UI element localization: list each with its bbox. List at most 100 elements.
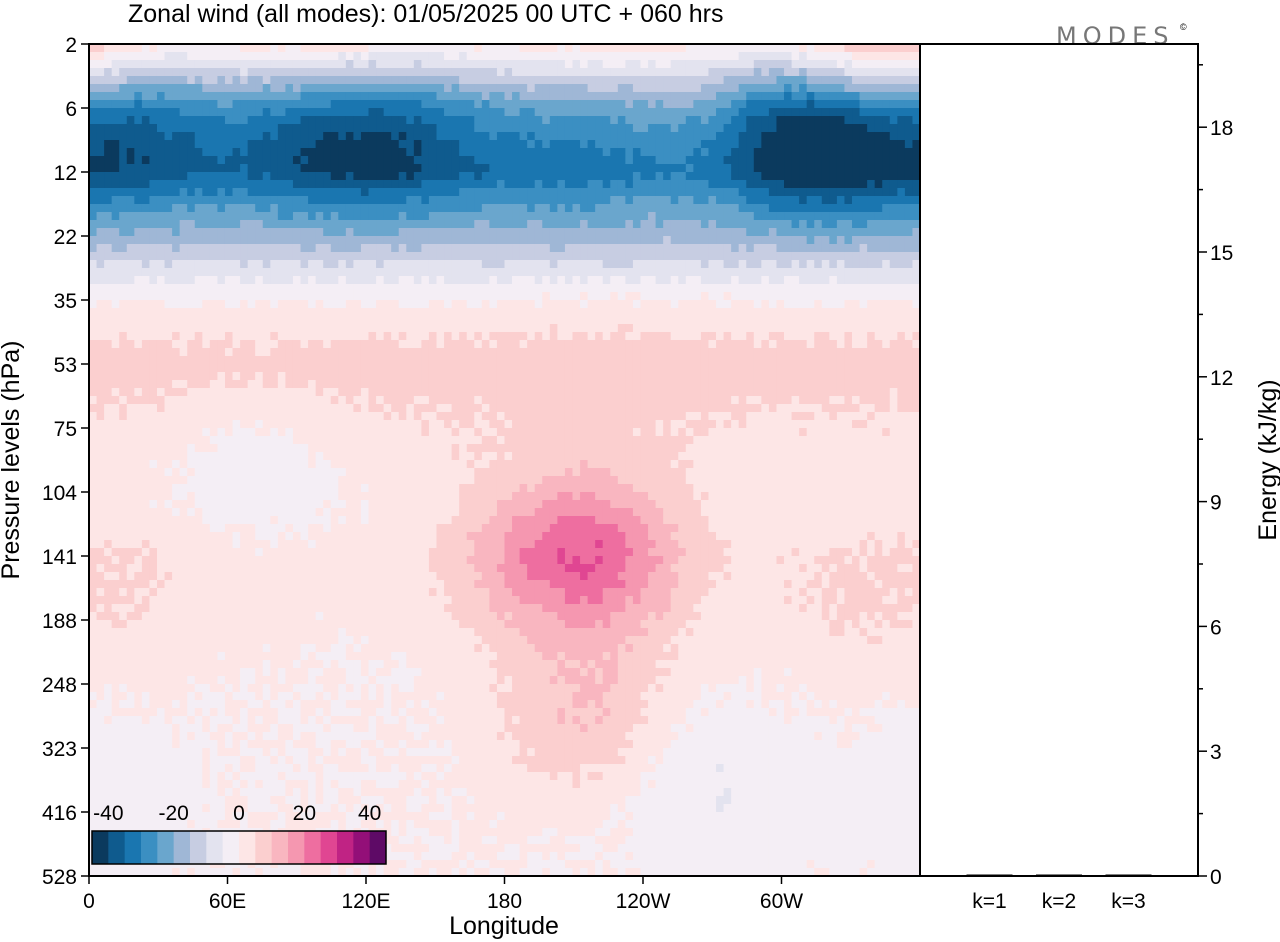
heatmap-cell xyxy=(549,396,558,405)
heatmap-cell xyxy=(383,364,392,373)
heatmap-cell xyxy=(859,284,868,293)
heatmap-cell xyxy=(262,284,271,293)
heatmap-cell xyxy=(852,220,861,229)
heatmap-cell xyxy=(897,140,906,149)
heatmap-cell xyxy=(459,292,468,301)
heatmap-cell xyxy=(549,156,558,165)
heatmap-cell xyxy=(466,228,475,237)
heatmap-cell xyxy=(391,244,400,253)
heatmap-cell xyxy=(156,308,166,317)
heatmap-cell xyxy=(119,380,128,389)
heatmap-cell xyxy=(277,188,287,197)
heatmap-cell xyxy=(383,204,392,213)
heatmap-cell xyxy=(436,396,445,405)
heatmap-cell xyxy=(466,52,475,61)
heatmap-cell xyxy=(655,292,664,301)
heatmap-cell xyxy=(300,140,309,149)
heatmap-cell xyxy=(519,308,528,317)
heatmap-cell xyxy=(897,284,906,293)
heatmap-cell xyxy=(338,252,347,261)
heatmap-cell xyxy=(459,356,468,365)
heatmap-cell xyxy=(859,100,868,109)
heatmap-cell xyxy=(685,292,694,301)
heatmap-cell xyxy=(209,276,219,285)
heatmap-cell xyxy=(270,228,279,237)
heatmap-cell xyxy=(572,324,581,333)
heatmap-cell xyxy=(889,188,898,197)
heatmap-cell xyxy=(723,68,732,77)
heatmap-cell xyxy=(255,76,264,85)
heatmap-cell xyxy=(292,220,302,229)
heatmap-cell xyxy=(678,172,687,181)
heatmap-cell xyxy=(768,380,778,389)
heatmap-cell xyxy=(889,372,898,381)
heatmap-cell xyxy=(519,340,528,349)
heatmap-cell xyxy=(444,84,453,93)
heatmap-cell xyxy=(859,164,868,173)
heatmap-cell xyxy=(587,364,596,373)
heatmap-cell xyxy=(784,220,793,229)
heatmap-cell xyxy=(761,316,770,325)
heatmap-cell xyxy=(345,52,354,61)
heatmap-cell xyxy=(360,100,370,109)
heatmap-cell xyxy=(867,236,876,245)
heatmap-cell xyxy=(96,116,105,125)
heatmap-cell xyxy=(451,228,460,237)
heatmap-cell xyxy=(428,244,438,253)
heatmap-cell xyxy=(323,220,332,229)
heatmap-cell xyxy=(187,316,196,325)
heatmap-cell xyxy=(323,316,332,325)
heatmap-cell xyxy=(632,252,642,261)
heatmap-cell xyxy=(451,332,460,341)
heatmap-cell xyxy=(708,164,717,173)
heatmap-cell xyxy=(904,292,914,301)
heatmap-cell xyxy=(247,324,256,333)
heatmap-cell xyxy=(179,196,188,205)
heatmap-cell xyxy=(519,68,528,77)
heatmap-cell xyxy=(897,196,906,205)
heatmap-cell xyxy=(353,84,362,93)
heatmap-cell xyxy=(534,316,543,325)
heatmap-cell xyxy=(444,108,453,117)
heatmap-cell xyxy=(791,364,800,373)
heatmap-cell xyxy=(277,44,287,53)
heatmap-cell xyxy=(602,268,611,277)
heatmap-cell xyxy=(202,404,211,413)
heatmap-cell xyxy=(179,252,188,261)
heatmap-cell xyxy=(292,292,302,301)
heatmap-cell xyxy=(572,108,581,117)
heatmap-cell xyxy=(247,68,256,77)
heatmap-cell xyxy=(648,300,657,309)
heatmap-cell xyxy=(685,316,694,325)
heatmap-cell xyxy=(496,204,506,213)
heatmap-cell xyxy=(300,84,309,93)
heatmap-cell xyxy=(799,172,808,181)
heatmap-cell xyxy=(481,372,490,381)
heatmap-cell xyxy=(240,100,249,109)
heatmap-cell xyxy=(240,292,249,301)
heatmap-cell xyxy=(761,196,770,205)
heatmap-cell xyxy=(897,220,906,229)
heatmap-cell xyxy=(587,252,596,261)
heatmap-cell xyxy=(753,332,762,341)
heatmap-cell xyxy=(255,396,264,405)
heatmap-cell xyxy=(149,44,158,53)
heatmap-cell xyxy=(519,300,528,309)
heatmap-cell xyxy=(670,316,679,325)
heatmap-cell xyxy=(277,324,287,333)
heatmap-cell xyxy=(821,84,830,93)
heatmap-cell xyxy=(164,276,173,285)
heatmap-cell xyxy=(240,148,249,157)
heatmap-cell xyxy=(897,348,906,357)
heatmap-cell xyxy=(640,132,649,141)
heatmap-cell xyxy=(255,324,264,333)
heatmap-cell xyxy=(746,268,755,277)
heatmap-cell xyxy=(806,292,815,301)
heatmap-cell xyxy=(670,140,679,149)
heatmap-cell xyxy=(912,68,921,77)
heatmap-cell xyxy=(285,380,294,389)
heatmap-cell xyxy=(648,124,657,133)
heatmap-cell xyxy=(421,204,430,213)
heatmap-cell xyxy=(610,140,619,149)
heatmap-cell xyxy=(217,252,226,261)
